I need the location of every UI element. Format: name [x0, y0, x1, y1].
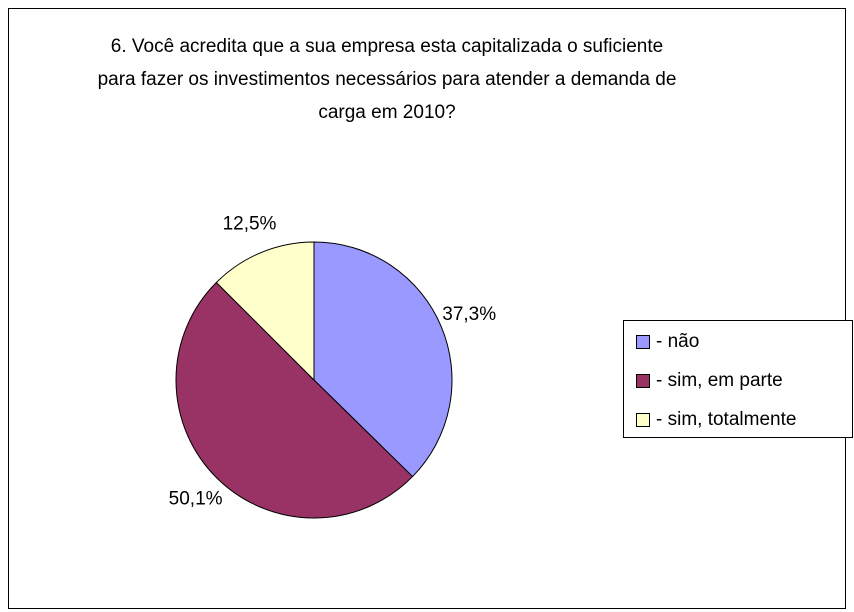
legend-label: - sim, totalmente — [656, 409, 796, 430]
chart-title: 6. Você acredita que a sua empresa esta … — [97, 36, 677, 123]
data-label: 12,5% — [223, 213, 277, 234]
legend-swatch — [636, 374, 650, 388]
pie-slice — [215, 241, 315, 382]
data-label: 37,3% — [442, 304, 496, 325]
legend-swatch — [636, 335, 650, 349]
legend-swatch — [636, 413, 650, 427]
pie-slice — [313, 241, 453, 478]
data-label: 50,1% — [169, 489, 223, 510]
pie-slice — [175, 281, 414, 519]
legend-label: - sim, em parte — [656, 370, 783, 391]
legend-label: - não — [656, 331, 699, 352]
legend-box — [623, 320, 853, 438]
